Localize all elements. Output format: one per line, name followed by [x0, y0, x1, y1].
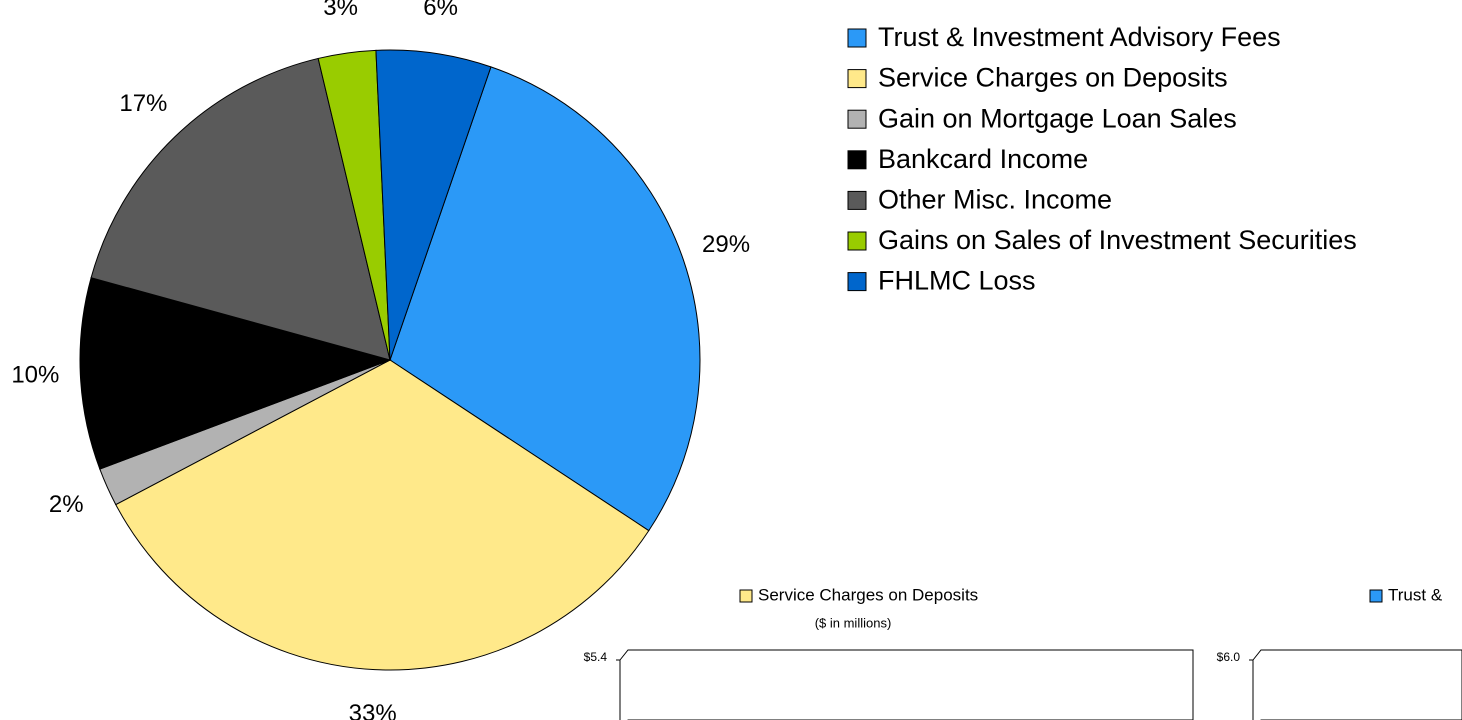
legend-label: FHLMC Loss	[878, 266, 1036, 296]
data-label: 3%	[323, 0, 358, 21]
legend-label: Service Charges on Deposits	[878, 63, 1228, 93]
pie-slice	[115, 359, 650, 671]
pie-slice	[90, 57, 391, 361]
bar-frame-1	[619, 649, 1194, 720]
legend-label: Gains on Sales of Investment Securities	[878, 225, 1357, 255]
legend-swatch	[739, 589, 753, 603]
legend-swatch	[847, 272, 867, 292]
pie-slice	[79, 277, 392, 470]
legend-swatch	[847, 190, 867, 210]
data-label: 17%	[119, 90, 167, 117]
y-tick-label: $5.4	[584, 650, 608, 664]
legend-label: Service Charges on Deposits	[758, 585, 978, 604]
data-label: 29%	[702, 231, 750, 258]
pie-slice	[389, 66, 701, 532]
legend-label: Bankcard Income	[878, 144, 1088, 174]
legend-swatch	[847, 28, 867, 48]
legend-label: Gain on Mortgage Loan Sales	[878, 103, 1237, 133]
legend-label: Trust & Investment Advisory Fees	[878, 22, 1281, 52]
legend-label: Other Misc. Income	[878, 185, 1112, 215]
bar-frame-2	[1252, 649, 1462, 720]
chart-subtitle: ($ in millions)	[815, 615, 892, 630]
legend-swatch	[847, 109, 867, 129]
legend-label: Trust &	[1388, 585, 1443, 604]
data-label: 2%	[49, 491, 84, 518]
legend-swatch	[847, 69, 867, 89]
pie-slice	[375, 49, 492, 361]
legend-swatch	[1369, 589, 1383, 603]
legend-swatch	[847, 231, 867, 251]
data-label: 6%	[423, 0, 458, 21]
legend-swatch	[847, 150, 867, 170]
data-label: 10%	[11, 361, 59, 388]
data-label: 33%	[349, 700, 397, 720]
y-tick-label: $6.0	[1217, 650, 1241, 664]
